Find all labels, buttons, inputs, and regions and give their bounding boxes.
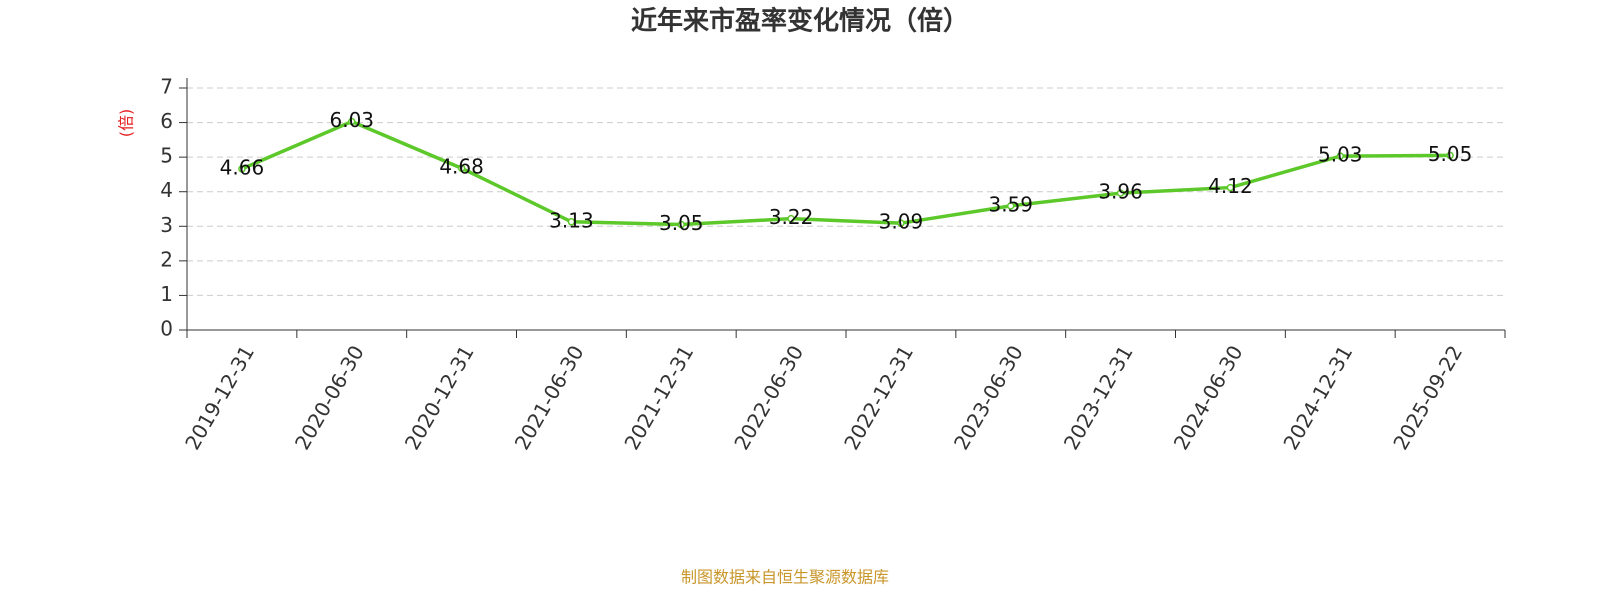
point (1226, 183, 1235, 192)
y-tick-label: 5 (160, 144, 173, 168)
value-label: 3.09 (879, 210, 924, 234)
value-label: 6.03 (329, 108, 374, 132)
value-label: 4.12 (1208, 174, 1253, 198)
x-tick-label: 2023-06-30 (949, 341, 1028, 454)
x-tick-label: 2020-06-30 (290, 341, 369, 454)
y-tick-label: 0 (160, 317, 173, 341)
chart-title: 近年来市盈率变化情况（倍） (631, 6, 969, 37)
value-label: 3.13 (549, 208, 594, 232)
y-axis-label: (倍) (117, 109, 136, 138)
y-tick-label: 6 (160, 109, 173, 133)
point (787, 214, 795, 223)
point (238, 165, 246, 173)
value-label: 3.05 (659, 211, 704, 235)
x-tick-label: 2024-12-31 (1278, 341, 1357, 454)
y-tick-label: 3 (160, 213, 173, 237)
x-tick-label: 2021-06-30 (510, 341, 589, 454)
value-label: 5.05 (1428, 142, 1473, 166)
y-tick-label: 7 (160, 75, 173, 99)
point (1007, 202, 1015, 210)
x-tick-label: 2022-06-30 (729, 341, 808, 454)
value-label: 5.03 (1318, 143, 1363, 167)
y-tick-label: 4 (160, 178, 173, 202)
line (241, 119, 1451, 227)
point (677, 220, 685, 229)
value-label: 4.66 (220, 155, 265, 179)
value-label: 3.59 (988, 192, 1033, 216)
value-label: 3.96 (1098, 180, 1143, 204)
x-tick-label: 2025-09-22 (1388, 341, 1467, 454)
point (1116, 189, 1125, 197)
x-tick-label: 2019-12-31 (180, 341, 259, 454)
x-tick-label: 2024-06-30 (1169, 341, 1248, 454)
point (1336, 152, 1344, 160)
point (348, 117, 356, 126)
point (567, 218, 576, 226)
x-tick-label: 2022-12-31 (839, 341, 918, 454)
x-tick-label: 2021-12-31 (619, 341, 698, 454)
value-label: 4.68 (439, 155, 484, 179)
source-note: 制图数据来自恒生聚源数据库 (681, 568, 889, 587)
x-tick-label: 2020-12-31 (400, 341, 479, 454)
value-label: 3.22 (769, 205, 814, 229)
point (1446, 151, 1454, 160)
y-tick-label: 2 (160, 247, 173, 271)
point (457, 164, 466, 172)
point (897, 219, 905, 227)
y-tick-label: 1 (160, 282, 173, 306)
x-tick-label: 2023-12-31 (1059, 341, 1138, 454)
